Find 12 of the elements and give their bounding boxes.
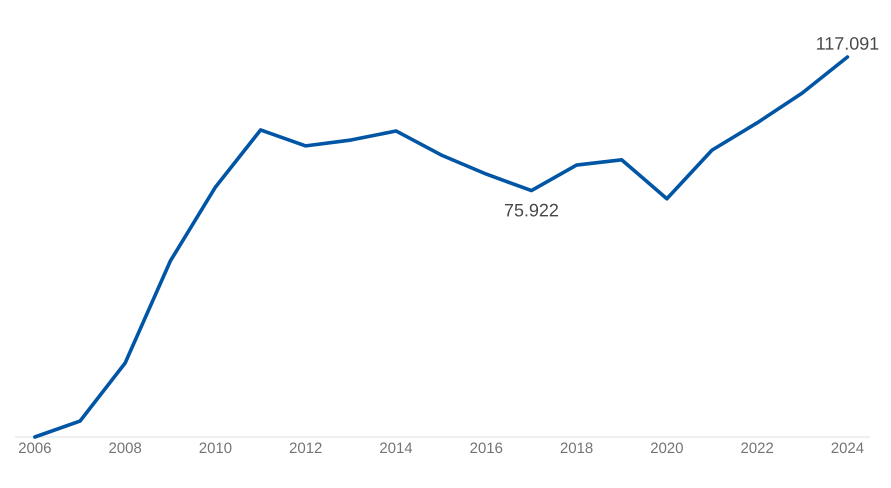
x-tick-label: 2014 xyxy=(380,442,412,454)
x-tick-label: 2020 xyxy=(650,442,683,454)
data-label: 117.091 xyxy=(817,37,878,50)
x-tick-label: 2022 xyxy=(741,442,774,454)
x-tick-label: 2010 xyxy=(200,442,232,454)
x-tick-label: 2012 xyxy=(290,442,322,454)
data-label: 75.922 xyxy=(504,204,558,216)
x-tick-label: 2018 xyxy=(560,442,593,454)
x-tick-label: 2024 xyxy=(832,442,864,454)
x-tick-label: 2016 xyxy=(470,442,502,454)
x-tick-label: 2006 xyxy=(18,442,51,454)
x-tick-label: 2008 xyxy=(109,442,142,454)
